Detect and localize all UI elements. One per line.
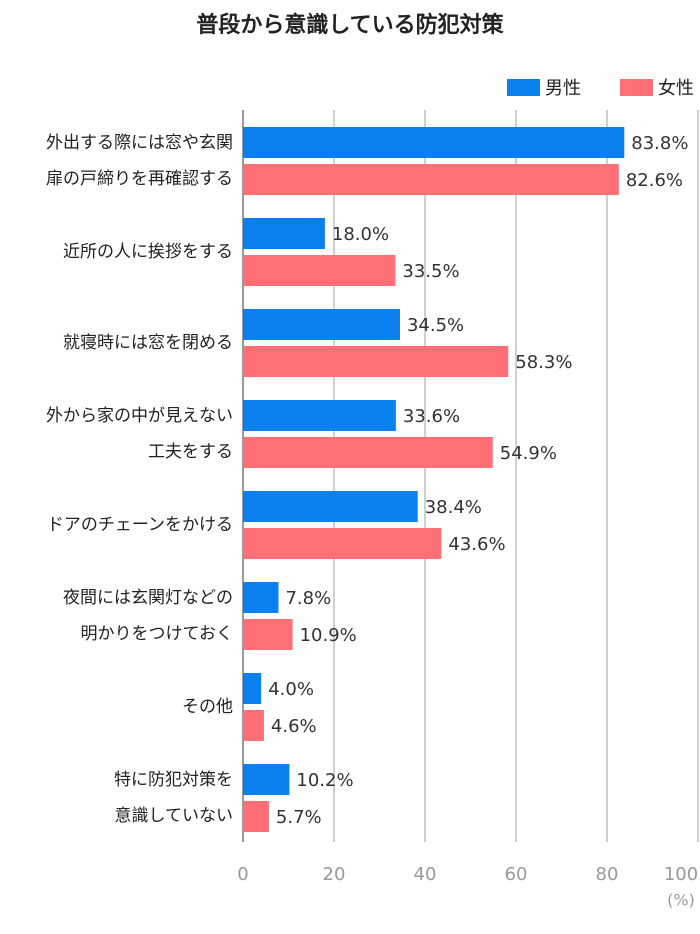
legend-label: 女性 (658, 78, 694, 99)
bar (243, 619, 293, 650)
value-label: 43.6% (448, 534, 505, 555)
x-tick-label: 40 (414, 864, 437, 885)
bar (243, 673, 262, 704)
bar (243, 491, 418, 522)
value-label: 54.9% (500, 443, 557, 464)
bar (243, 437, 493, 468)
y-tick-label: 特に防犯対策を 意識していない (114, 770, 233, 826)
y-tick-label: 就寝時には窓を閉める (63, 333, 233, 353)
bar (243, 164, 619, 195)
legend-swatch (620, 79, 653, 96)
bar (243, 346, 509, 377)
x-tick-label: 0 (237, 864, 248, 885)
value-label: 82.6% (626, 170, 683, 191)
value-label: 5.7% (276, 807, 322, 828)
chart-title: 普段から意識している防犯対策 (196, 12, 504, 38)
bar (243, 127, 625, 158)
bar (243, 400, 396, 431)
bar (243, 582, 279, 613)
x-tick-label: 100 (664, 864, 698, 885)
bar (243, 764, 290, 795)
value-label: 4.0% (268, 679, 314, 700)
y-tick-label: 外出する際には窓や玄関 扉の戸締りを再確認する (46, 133, 233, 189)
value-label: 10.2% (296, 770, 353, 791)
value-label: 38.4% (425, 497, 482, 518)
value-label: 4.6% (271, 716, 317, 737)
bar (243, 801, 269, 832)
value-label: 83.8% (631, 133, 688, 154)
x-tick-label: 60 (505, 864, 528, 885)
bar (243, 309, 400, 340)
y-tick-label: 夜間には玄関灯などの 明かりをつけておく (63, 588, 233, 644)
value-label: 58.3% (515, 352, 572, 373)
value-label: 18.0% (332, 224, 389, 245)
bar (243, 218, 325, 249)
value-label: 33.6% (403, 406, 460, 427)
value-label: 34.5% (407, 315, 464, 336)
bar (243, 710, 264, 741)
legend-swatch (507, 79, 540, 96)
value-label: 10.9% (300, 625, 357, 646)
y-tick-label: 近所の人に挨拶をする (63, 242, 233, 262)
bar (243, 528, 442, 559)
x-tick-label: 20 (323, 864, 346, 885)
value-label: 7.8% (285, 588, 331, 609)
value-label: 33.5% (402, 261, 459, 282)
y-tick-label: 外から家の中が見えない 工夫をする (46, 406, 233, 462)
x-tick-label: 80 (596, 864, 619, 885)
x-axis-label: (%) (667, 891, 695, 910)
bar (243, 255, 396, 286)
legend-label: 男性 (545, 78, 581, 99)
y-tick-label: ドアのチェーンをかける (46, 515, 233, 535)
y-tick-label: その他 (182, 697, 233, 717)
